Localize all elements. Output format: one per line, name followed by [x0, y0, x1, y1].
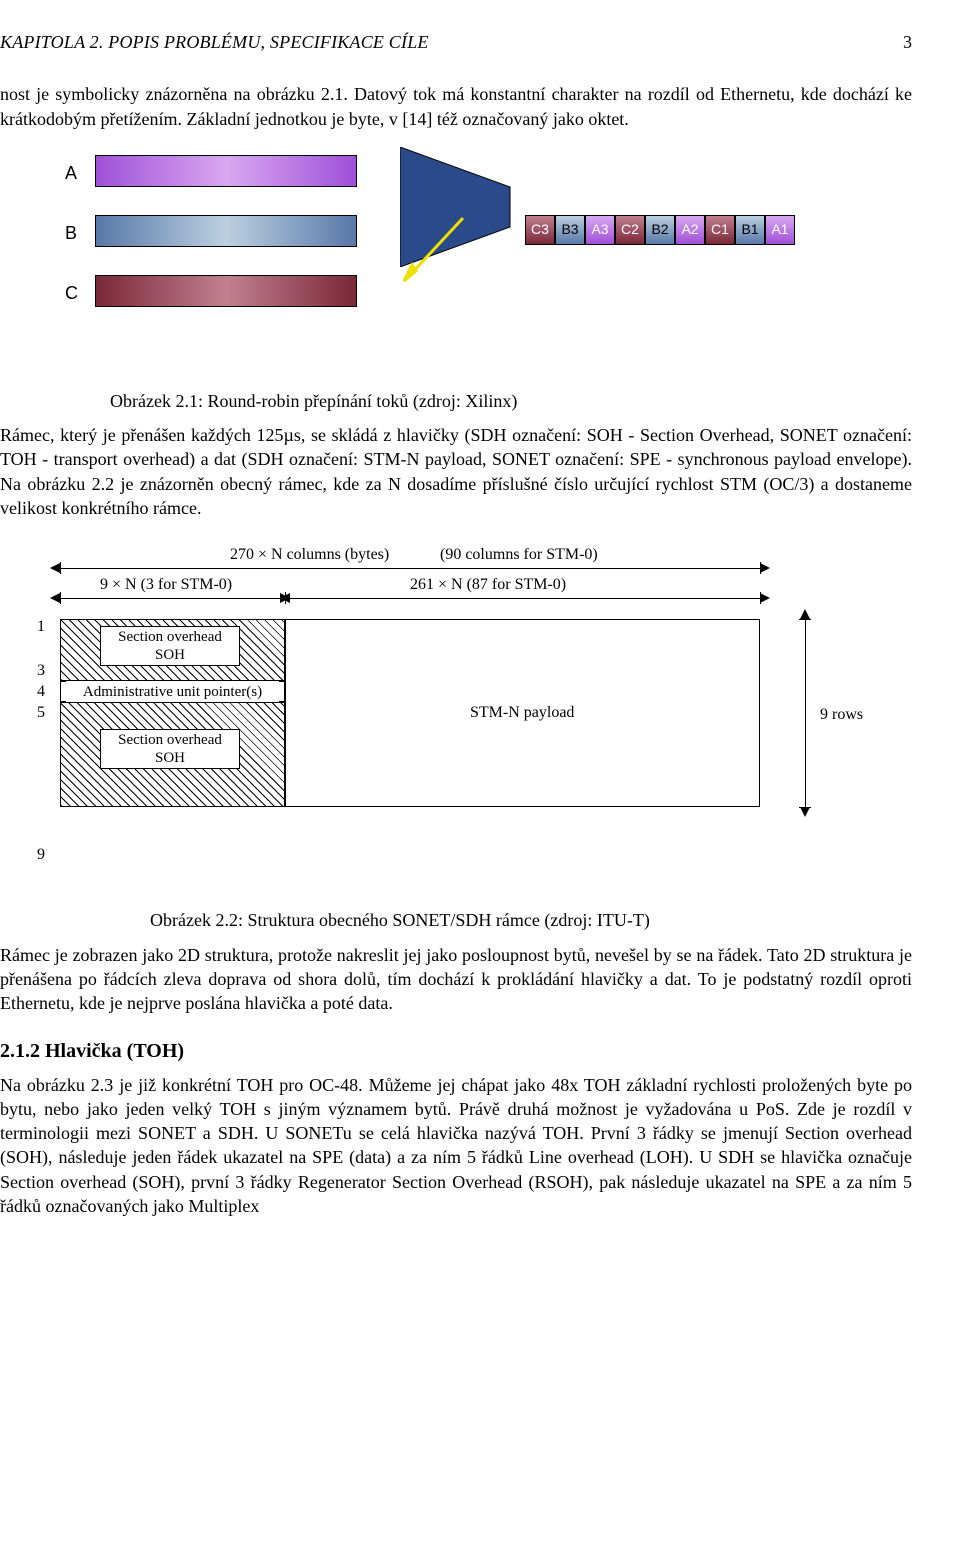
soh-label-top: Section overhead SOH [100, 626, 240, 666]
aup-text: Administrative unit pointer(s) [83, 683, 262, 701]
input-bar-A [95, 155, 357, 187]
sub-label-left: 9 × N (3 for STM-0) [100, 574, 232, 596]
out-cell: B1 [735, 215, 765, 245]
input-label-C: C [65, 281, 78, 305]
row-num: 9 [25, 844, 45, 866]
aup-label: Administrative unit pointer(s) [66, 681, 279, 702]
output-stream: C3 B3 A3 C2 B2 A2 C1 B1 A1 [525, 215, 795, 245]
round-robin-diagram: A B C C3 B3 A3 C2 B2 A [0, 155, 912, 375]
paragraph-4: Na obrázku 2.3 je již konkrétní TOH pro … [0, 1073, 912, 1219]
out-cell: B3 [555, 215, 585, 245]
page-number: 3 [903, 30, 912, 54]
input-label-B: B [65, 221, 77, 245]
row-num: 4 [25, 681, 45, 703]
top-label-cols: 270 × N columns (bytes) [230, 544, 389, 566]
arrow-left-icon [50, 563, 60, 573]
row-num: 3 [25, 660, 45, 682]
input-label-A: A [65, 161, 77, 185]
arrow-down-icon [800, 807, 810, 817]
out-cell: A1 [765, 215, 795, 245]
rows-bracket [805, 619, 806, 807]
out-cell: C2 [615, 215, 645, 245]
section-2-1-2-heading: 2.1.2 Hlavička (TOH) [0, 1038, 912, 1065]
arrow-right-icon [760, 563, 770, 573]
dim-line-right [290, 598, 760, 599]
soh-text: Section overhead [118, 628, 222, 646]
input-bar-C [95, 275, 357, 307]
out-cell: C1 [705, 215, 735, 245]
running-head: KAPITOLA 2. POPIS PROBLÉMU, SPECIFIKACE … [0, 0, 912, 82]
paragraph-2: Rámec, který je přenášen každých 125µs, … [0, 423, 912, 520]
soh-text: Section overhead [118, 731, 222, 749]
arrow-right-icon [760, 593, 770, 603]
figure-2-2: 270 × N columns (bytes) (90 columns for … [0, 544, 912, 932]
arrow-left-icon [50, 593, 60, 603]
stm-frame-diagram: 270 × N columns (bytes) (90 columns for … [0, 544, 912, 894]
rows-label: 9 rows [820, 704, 863, 726]
top-label-stm0: (90 columns for STM-0) [440, 544, 598, 566]
row-num: 5 [25, 702, 45, 724]
input-bar-B [95, 215, 357, 247]
figure-2-1-caption: Obrázek 2.1: Round-robin přepínání toků … [110, 389, 912, 413]
chapter-title: KAPITOLA 2. POPIS PROBLÉMU, SPECIFIKACE … [0, 30, 429, 54]
dim-line-left [60, 598, 280, 599]
figure-2-2-caption: Obrázek 2.2: Struktura obecného SONET/SD… [150, 908, 912, 932]
figure-2-1: A B C C3 B3 A3 C2 B2 A [0, 155, 912, 413]
out-cell: C3 [525, 215, 555, 245]
selector-arrow-icon [398, 213, 478, 293]
sub-label-right: 261 × N (87 for STM-0) [410, 574, 566, 596]
row-num: 1 [25, 616, 45, 638]
soh-short: SOH [155, 646, 185, 664]
dim-line-top [60, 568, 760, 569]
out-cell: B2 [645, 215, 675, 245]
arrow-up-icon [800, 609, 810, 619]
out-cell: A3 [585, 215, 615, 245]
paragraph-3: Rámec je zobrazen jako 2D struktura, pro… [0, 943, 912, 1016]
soh-label-bottom: Section overhead SOH [100, 729, 240, 769]
out-cell: A2 [675, 215, 705, 245]
soh-short: SOH [155, 749, 185, 767]
payload-label: STM-N payload [470, 702, 574, 724]
paragraph-1: nost je symbolicky znázorněna na obrázku… [0, 82, 912, 131]
